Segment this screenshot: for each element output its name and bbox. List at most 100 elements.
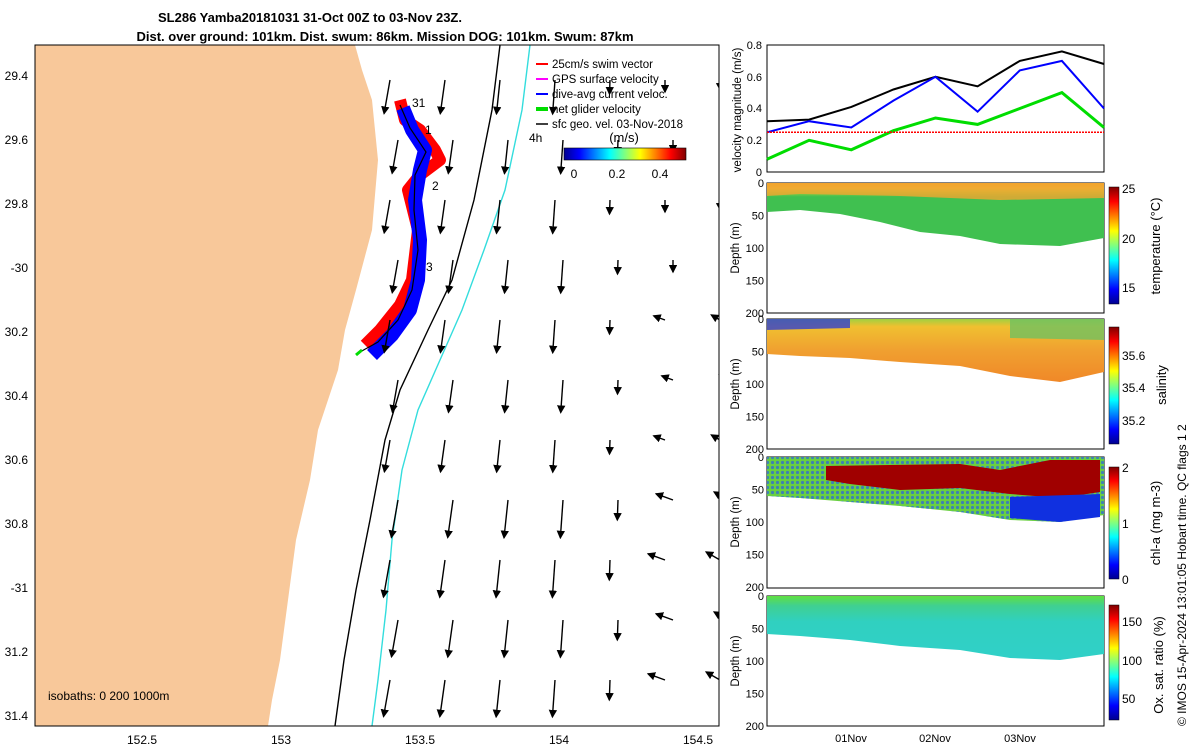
salinity-panel: 35.6 35.4 35.2 salinity	[766, 318, 1169, 450]
temperature-colorbar	[1108, 186, 1120, 305]
geostrophic-arrow	[704, 551, 719, 561]
depth-tick: 100	[746, 243, 764, 255]
sal-cbar-tick: 35.2	[1122, 414, 1146, 428]
depth-label: Depth (m)	[730, 635, 742, 686]
geostrophic-arrow	[445, 139, 454, 175]
depth-tick: 50	[752, 624, 764, 636]
map-ytick: 29.4	[5, 69, 29, 83]
geostrophic-arrow	[646, 672, 666, 681]
geostrophic-arrow	[548, 559, 558, 599]
colorbar-unit: (m/s)	[609, 130, 639, 145]
geostrophic-arrow	[548, 199, 558, 235]
title-line-1: SL286 Yamba20181031 31-Oct 00Z to 03-Nov…	[158, 10, 462, 25]
salinity-surface-patch	[1010, 319, 1104, 340]
map-xtick: 153.5	[405, 733, 435, 747]
legend-swim: 25cm/s swim vector	[552, 59, 653, 71]
velocity-ylabel: velocity magnitude (m/s)	[732, 48, 744, 173]
velocity-series-2	[766, 90, 1105, 161]
map-ytick: 31.4	[5, 709, 29, 723]
net-velocity-mark	[355, 348, 363, 357]
geostrophic-arrow	[380, 559, 391, 599]
depth-tick: 50	[752, 347, 764, 359]
geostrophic-arrow	[654, 492, 674, 501]
geostrophic-arrow	[652, 314, 666, 323]
depth-tick: 200	[746, 444, 764, 456]
legend-geo: sfc geo. vel. 03-Nov-2018	[552, 119, 683, 131]
geostrophic-arrow	[556, 259, 566, 295]
geostrophic-arrow	[381, 79, 391, 115]
velocity-yticks: 0 0.2 0.4 0.6 0.8	[747, 40, 762, 179]
chla-label: chl-a (mg m-3)	[1148, 481, 1163, 566]
isobath-200m	[334, 45, 501, 726]
depth-tick: 50	[752, 485, 764, 497]
vel-ytick: 0.2	[747, 135, 762, 147]
colorbar-tick-04: 0.4	[652, 167, 669, 181]
map-ytick: 30.4	[5, 389, 29, 403]
geostrophic-arrow	[493, 439, 502, 474]
map-ytick: 30.8	[5, 517, 29, 531]
colorbar-tick-02: 0.2	[609, 167, 626, 181]
depth-label: Depth (m)	[730, 222, 742, 273]
temp-cbar-tick: 25	[1122, 182, 1136, 196]
depth-axes: 0 50 100 150 200 Depth (m) 0 50 100 150 200 Depth (…	[730, 178, 764, 733]
depth-label: Depth (m)	[730, 496, 742, 547]
chla-cbar-tick: 1	[1122, 517, 1129, 531]
geostrophic-arrow	[718, 374, 719, 383]
geostrophic-arrow	[444, 499, 454, 539]
vel-ytick: 0.6	[747, 72, 762, 84]
title-line-2: Dist. over ground: 101km. Dist. swum: 86…	[136, 29, 633, 44]
velocity-panel: 0 0.2 0.4 0.6 0.8 velocity magnitude (m/…	[732, 40, 1105, 179]
geostrophic-arrow	[388, 619, 399, 659]
geostrophic-arrows	[380, 79, 719, 719]
map-x-ticks: 152.5 153 153.5 154 154.5	[127, 733, 713, 747]
geostrophic-arrow	[381, 199, 391, 235]
geostrophic-arrow	[437, 199, 446, 235]
speed-colorbar	[563, 147, 687, 161]
depth-tick: 200	[746, 582, 764, 594]
depth-label: Depth (m)	[730, 358, 742, 409]
geostrophic-arrow	[436, 679, 446, 719]
legend-net: net glider velocity	[552, 104, 641, 116]
track-label-1: 1	[425, 123, 432, 137]
depth-tick: 150	[746, 550, 764, 562]
map-xtick: 154.5	[683, 733, 713, 747]
map-ytick: 29.6	[5, 133, 29, 147]
geostrophic-arrow	[704, 671, 719, 681]
velocity-frame	[766, 44, 1105, 173]
geostrophic-arrow	[492, 559, 501, 599]
oxygen-colorbar	[1108, 604, 1120, 721]
geostrophic-arrow	[437, 319, 446, 354]
track-label-31: 31	[412, 96, 426, 110]
depth-tick: 150	[746, 412, 764, 424]
geostrophic-arrow	[501, 139, 510, 175]
track-label-4h: 4h	[529, 131, 542, 145]
geostrophic-arrow	[381, 319, 391, 354]
geostrophic-arrow	[613, 499, 622, 522]
chla-deep-low	[1010, 494, 1100, 522]
chla-cbar-tick: 0	[1122, 573, 1129, 587]
geostrophic-arrow	[548, 79, 558, 116]
map-ytick: 30.6	[5, 453, 29, 467]
track-label-3: 3	[426, 260, 433, 274]
salinity-colorbar	[1108, 326, 1120, 445]
map-ytick: -30	[11, 261, 29, 275]
map-xtick: 152.5	[127, 733, 157, 747]
temperature-label: temperature (°C)	[1148, 198, 1163, 295]
velocity-lines	[766, 50, 1105, 161]
geostrophic-arrow	[380, 679, 391, 718]
map-legend: 25cm/s swim vector GPS surface velocity …	[536, 59, 683, 131]
time-axis: 01Nov 02Nov 03Nov	[835, 733, 1036, 745]
geostrophic-arrow	[381, 439, 391, 474]
geostrophic-arrow	[493, 199, 502, 235]
temperature-panel: 25 20 15 temperature (°C)	[766, 182, 1163, 314]
map-frame	[34, 44, 720, 727]
velocity-series-1	[766, 59, 1105, 134]
chla-panel: 2 1 0 chl-a (mg m-3)	[766, 456, 1163, 589]
depth-tick: 50	[752, 211, 764, 223]
geostrophic-arrow	[660, 374, 674, 383]
oxygen-label: Ox. sat. ratio (%)	[1151, 616, 1166, 714]
geostrophic-arrow	[605, 679, 614, 702]
depth-tick: 100	[746, 379, 764, 391]
sal-cbar-tick: 35.6	[1122, 349, 1146, 363]
geostrophic-arrow	[605, 559, 614, 582]
